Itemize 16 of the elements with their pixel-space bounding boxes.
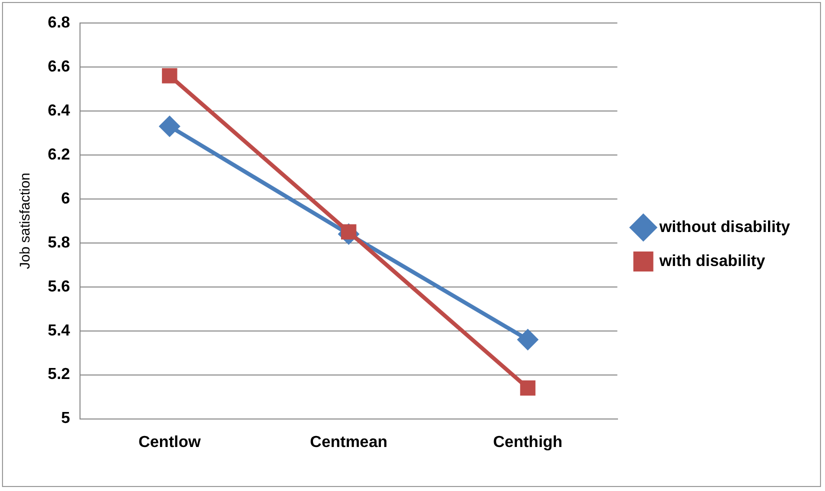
x-tick-label: Centhigh <box>493 434 562 451</box>
y-tick-label: 6.6 <box>48 58 70 76</box>
x-tick-label: Centlow <box>138 434 202 451</box>
x-tick-label: Centmean <box>310 434 388 451</box>
y-tick-label: 6.4 <box>48 102 70 120</box>
y-tick-label: 5.6 <box>48 278 70 296</box>
y-axis-title: Job satisfaction <box>16 172 32 270</box>
y-tick-label: 5 <box>61 410 70 428</box>
y-tick-label: 5.4 <box>48 322 70 340</box>
y-tick-label: 6.2 <box>48 146 70 164</box>
legend-label: without disability <box>658 218 790 236</box>
y-tick-label: 6 <box>61 190 70 208</box>
y-tick-label: 6.8 <box>48 14 70 32</box>
y-tick-label: 5.8 <box>48 234 70 252</box>
legend-label: with disability <box>658 252 766 270</box>
y-tick-label: 5.2 <box>48 366 70 384</box>
